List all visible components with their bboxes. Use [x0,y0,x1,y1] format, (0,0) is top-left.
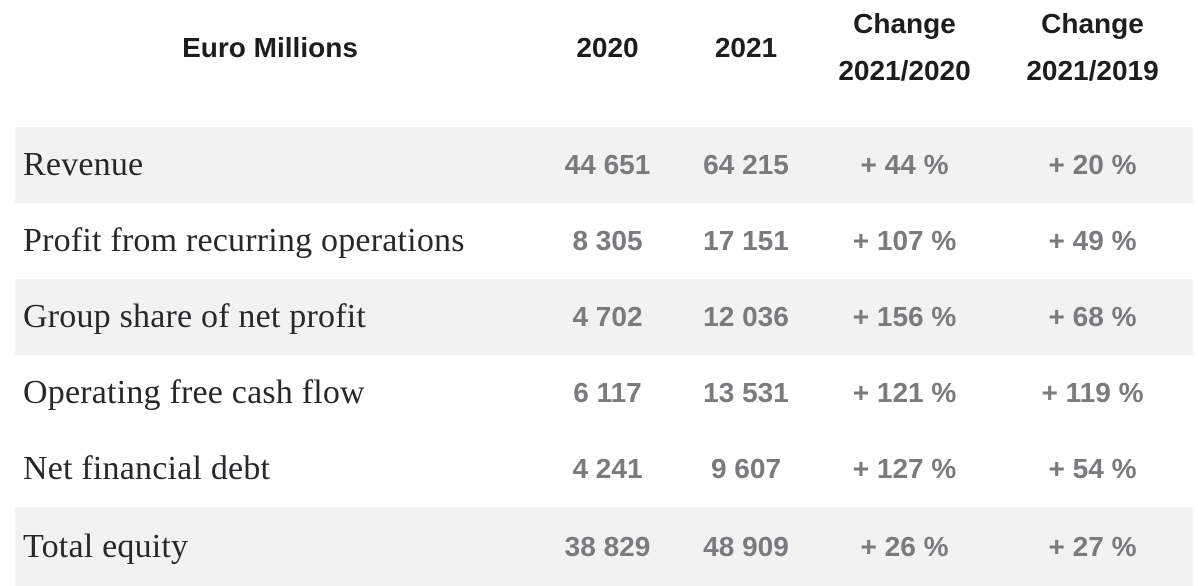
value-change-2021-2020: + 26 % [802,507,1007,586]
column-header-change-2021-2020-label: Change 2021/2020 [838,8,971,86]
value-change-2021-2020: + 107 % [852,225,957,256]
financial-results-table-container: Euro Millions 2020 2021 Change 2021/2020… [15,0,1193,586]
table-row-group-share-net-profit: Group share of net profit 4 702 12 036 +… [15,279,1193,355]
column-header-2021: 2021 [690,0,802,127]
row-label: Operating free cash flow [23,374,365,411]
column-header-change-2021-2019-label: Change 2021/2019 [1026,8,1159,86]
row-label: Total equity [15,507,525,586]
table-row-total-equity: Total equity 38 829 48 909 + 26 % + 27 % [15,507,1193,586]
column-header-change-2021-2019: Change 2021/2019 [1007,0,1193,127]
value-change-2021-2020: + 44 % [802,127,1007,203]
table-header: Euro Millions 2020 2021 Change 2021/2020… [15,0,1193,127]
value-2021: 9 607 [710,453,782,484]
value-2020: 38 829 [525,507,690,586]
column-header-2020: 2020 [525,0,690,127]
table-row-revenue: Revenue 44 651 64 215 + 44 % + 20 % [15,127,1193,203]
value-change-2021-2019: + 54 % [1048,453,1137,484]
row-label: Profit from recurring operations [23,222,465,259]
value-2021: 64 215 [690,127,802,203]
table-row-operating-free-cash-flow: Operating free cash flow 6 117 13 531 + … [15,355,1193,431]
value-2020: 4 702 [525,279,690,355]
value-2020: 44 651 [525,127,690,203]
header-row: Euro Millions 2020 2021 Change 2021/2020… [15,0,1193,127]
value-2021: 48 909 [690,507,802,586]
value-2020: 4 241 [572,453,643,484]
value-change-2021-2019: + 49 % [1048,225,1137,256]
value-2021: 17 151 [703,225,789,256]
column-header-euro-millions: Euro Millions [15,0,525,127]
row-label: Revenue [15,127,525,203]
value-change-2021-2020: + 121 % [852,377,957,408]
column-header-euro-millions-label: Euro Millions [182,31,358,63]
table-body: Revenue 44 651 64 215 + 44 % + 20 % Prof… [15,127,1193,586]
table-row-net-financial-debt: Net financial debt 4 241 9 607 + 127 % +… [15,431,1193,507]
value-2020: 8 305 [572,225,643,256]
row-label: Group share of net profit [15,279,525,355]
column-header-2021-label: 2021 [714,31,778,63]
row-label: Net financial debt [23,450,271,487]
value-change-2021-2020: + 127 % [852,453,957,484]
value-2021: 13 531 [703,377,789,408]
value-change-2021-2019: + 68 % [1007,279,1193,355]
table-row-profit-recurring-operations: Profit from recurring operations 8 305 1… [15,203,1193,279]
value-change-2021-2019: + 20 % [1007,127,1193,203]
column-header-change-2021-2020: Change 2021/2020 [802,0,1007,127]
column-header-2020-label: 2020 [576,31,639,63]
value-change-2021-2019: + 27 % [1007,507,1193,586]
value-2020: 6 117 [573,377,642,408]
value-change-2021-2019: + 119 % [1041,377,1144,408]
financial-results-table: Euro Millions 2020 2021 Change 2021/2020… [15,0,1193,586]
value-2021: 12 036 [690,279,802,355]
value-change-2021-2020: + 156 % [802,279,1007,355]
